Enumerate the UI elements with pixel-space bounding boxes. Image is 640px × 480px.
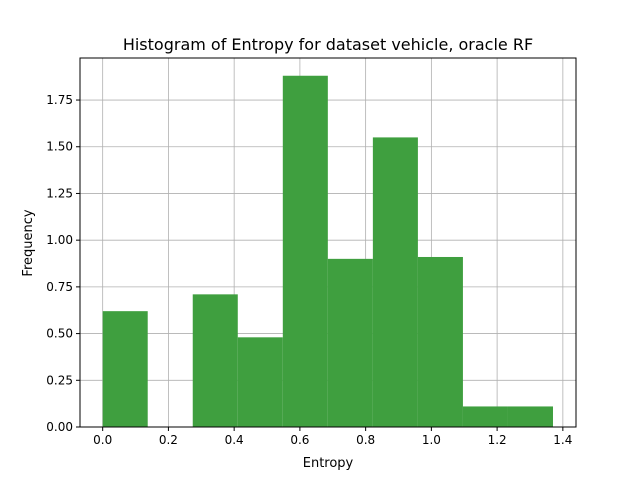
y-axis-label: Frequency — [21, 209, 36, 276]
x-tick-label: 0.0 — [93, 433, 112, 447]
histogram-bar — [462, 406, 508, 427]
y-tick-label: 0.25 — [46, 373, 73, 387]
y-tick-label: 0.75 — [46, 280, 73, 294]
x-tick-label: 0.2 — [159, 433, 178, 447]
x-tick-label: 0.4 — [225, 433, 244, 447]
axis-ticks: 0.0 0.2 0.4 0.6 0.8 1.0 1.2 1.4 0.00 0.25 0.50 0.75… — [46, 93, 572, 447]
x-tick-label: 0.6 — [290, 433, 309, 447]
y-tick-label: 0.50 — [46, 327, 73, 341]
histogram-bar — [372, 137, 418, 427]
y-tick-label: 1.00 — [46, 233, 73, 247]
x-axis-label: Entropy — [303, 456, 354, 471]
x-tick-label: 1.4 — [553, 433, 572, 447]
x-tick-label: 1.0 — [422, 433, 441, 447]
histogram-bar — [102, 311, 148, 427]
y-tick-label: 1.75 — [46, 93, 73, 107]
histogram-bar — [282, 75, 328, 428]
histogram-bar — [327, 258, 373, 427]
x-tick-label: 1.2 — [488, 433, 507, 447]
histogram-bar — [237, 337, 283, 427]
histogram-bar — [417, 256, 463, 427]
y-tick-label: 0.00 — [46, 420, 73, 434]
y-tick-label: 1.25 — [46, 186, 73, 200]
histogram-bar — [507, 406, 553, 427]
plot-frame — [79, 57, 577, 428]
histogram-bars — [102, 75, 553, 428]
chart-title: Histogram of Entropy for dataset vehicle… — [123, 35, 533, 54]
y-tick-label: 1.50 — [46, 140, 73, 154]
x-tick-label: 0.8 — [356, 433, 375, 447]
histogram-bar — [192, 294, 238, 427]
grid-lines — [80, 58, 576, 428]
